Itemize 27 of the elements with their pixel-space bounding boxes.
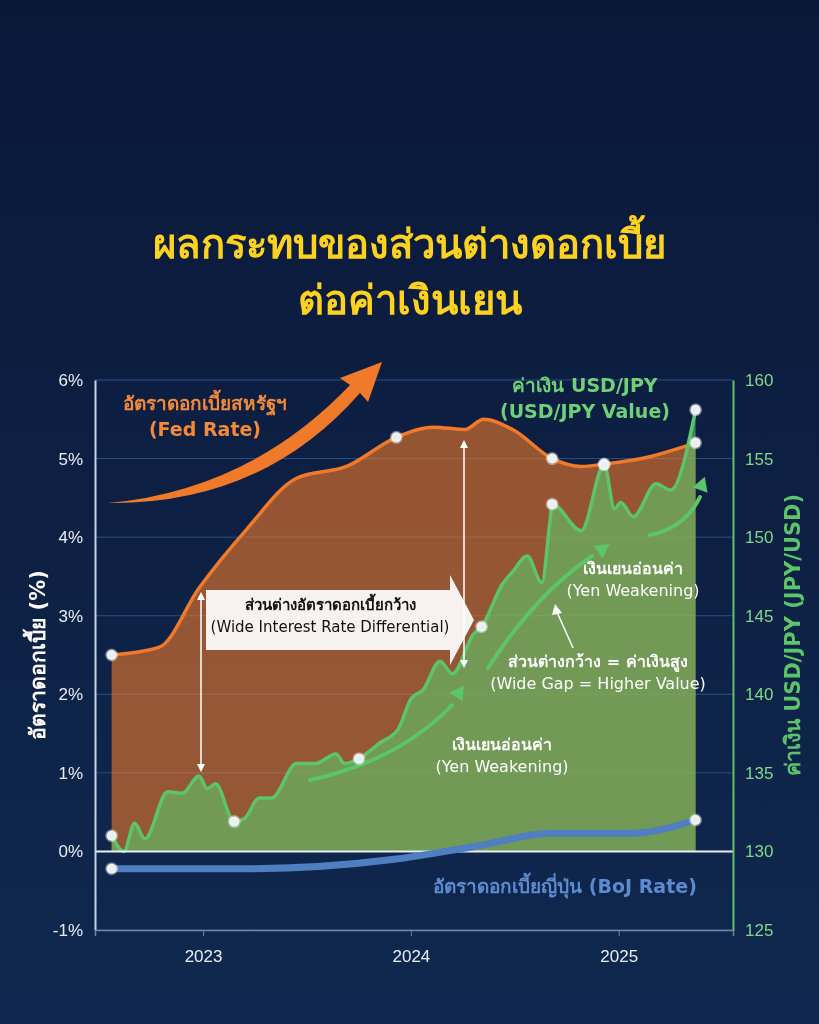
y2-tick-label: 145 — [745, 606, 774, 626]
y2-tick-label: 155 — [745, 449, 774, 469]
y-tick-label: 4% — [58, 528, 83, 548]
series-label: ค่าเงิน USD/JPY (USD/JPY Value) — [500, 374, 670, 422]
y2-tick-label: 130 — [745, 842, 774, 862]
y2-tick-label: 135 — [745, 763, 774, 783]
y2-tick-label: 140 — [745, 685, 774, 705]
y2-tick-label: 160 — [745, 370, 774, 390]
y2-tick-label: 150 — [745, 528, 774, 548]
x-tick-label: 2024 — [392, 947, 431, 967]
y2-tick-label: 125 — [745, 920, 774, 940]
y-tick-label: -1% — [52, 920, 83, 940]
annotation: เงินเยนอ่อนค่า (Yen Weakening) — [435, 735, 569, 776]
y-tick-label: 1% — [58, 763, 83, 783]
series-label: อัตราดอกเบี้ยญี่ปุ่น (BoJ Rate) — [433, 872, 697, 899]
y-axis-title: อัตราดอกเบี้ย (%) — [22, 570, 50, 740]
text: อัตราดอกเบี้ยสหรัฐฯ (Fed Rate) — [123, 389, 287, 440]
x-tick-label: 2025 — [600, 947, 639, 967]
y-tick-label: 3% — [58, 606, 83, 626]
chart-title: ผลกระทบของส่วนต่างดอกเบี้ย ต่อค่าเงินเยน — [153, 215, 666, 323]
y-tick-label: 5% — [58, 449, 83, 469]
annotation: ส่วนต่างอัตราดอกเบี้ยกว้าง (Wide Interest Rate Differential) — [210, 593, 450, 636]
y-tick-label: 6% — [58, 370, 83, 390]
y-tick-label: 0% — [58, 842, 83, 862]
y-tick-label: 2% — [58, 685, 83, 705]
x-tick-label: 2023 — [184, 947, 223, 967]
y2-axis-title: ค่าเงิน USD/JPY (JPY/USD) — [781, 493, 805, 777]
